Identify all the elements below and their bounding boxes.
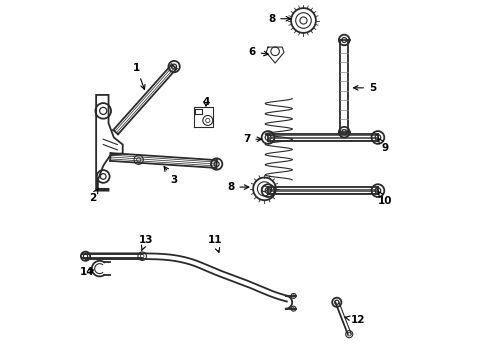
Text: 13: 13 <box>139 235 153 251</box>
Text: 8: 8 <box>268 14 291 24</box>
Text: 5: 5 <box>354 83 376 93</box>
Text: 14: 14 <box>80 267 95 277</box>
Text: 6: 6 <box>248 47 269 57</box>
Text: 10: 10 <box>378 191 392 206</box>
Text: 1: 1 <box>133 63 145 89</box>
Text: 3: 3 <box>164 167 178 185</box>
Text: 2: 2 <box>89 189 98 203</box>
Text: 11: 11 <box>208 235 222 252</box>
Text: 4: 4 <box>202 97 210 107</box>
Text: 9: 9 <box>378 138 389 153</box>
Text: 7: 7 <box>243 134 262 144</box>
Text: 8: 8 <box>227 182 249 192</box>
Text: 12: 12 <box>345 315 366 325</box>
